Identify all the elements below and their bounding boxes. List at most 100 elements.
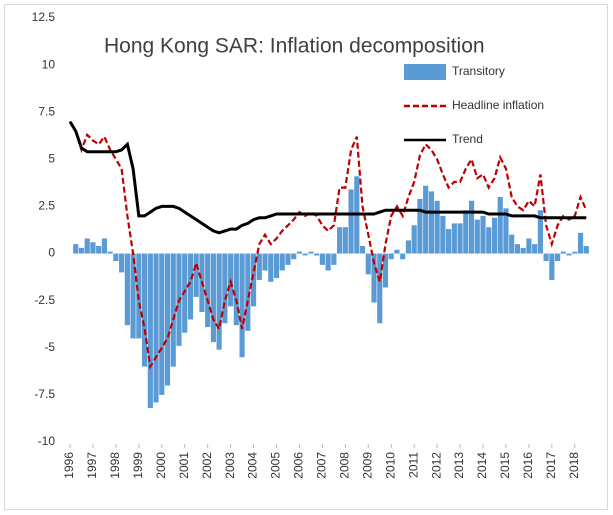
bar — [153, 253, 159, 403]
bar — [417, 198, 423, 254]
x-tick-label: 2000 — [154, 452, 168, 479]
chart-frame — [4, 4, 608, 510]
legend-label: Headline inflation — [452, 98, 544, 112]
bar — [170, 253, 176, 367]
x-tick-label: 2001 — [177, 452, 191, 479]
line-series — [68, 120, 587, 235]
y-tick-label: 0 — [48, 246, 55, 260]
bar — [342, 227, 348, 254]
bar — [337, 227, 343, 254]
bar — [405, 240, 412, 254]
x-tick-label: 2002 — [200, 452, 214, 479]
bar — [159, 253, 165, 395]
x-tick-label: 2007 — [315, 452, 329, 479]
bar — [468, 200, 475, 254]
bar — [107, 251, 113, 254]
x-tick-label: 2016 — [521, 452, 535, 479]
bar — [84, 238, 90, 254]
bar — [428, 191, 434, 254]
bar — [124, 253, 130, 326]
y-tick-label: 12.5 — [32, 10, 56, 24]
bar — [549, 253, 555, 280]
bar — [222, 253, 228, 324]
legend-label: Trend — [452, 132, 483, 146]
bar — [566, 253, 572, 256]
x-tick-label: 2011 — [406, 452, 420, 478]
y-tick-label: -10 — [38, 434, 56, 448]
bar — [119, 253, 125, 273]
bar — [273, 253, 280, 279]
legend-swatch — [404, 64, 446, 80]
bar — [78, 247, 85, 254]
bar — [359, 246, 366, 254]
bar — [555, 253, 561, 262]
bar — [245, 253, 251, 331]
bar — [205, 253, 211, 328]
bar — [377, 253, 383, 324]
bar — [141, 253, 148, 367]
bar — [90, 242, 96, 254]
bar — [308, 251, 314, 254]
bar — [113, 253, 119, 262]
bar — [509, 234, 515, 254]
bar — [577, 232, 584, 254]
bar — [193, 253, 199, 297]
bar — [520, 247, 526, 254]
y-tick-label: 7.5 — [38, 104, 55, 118]
y-tick-label: -7.5 — [34, 387, 55, 401]
x-tick-label: 1998 — [108, 452, 122, 479]
bar — [451, 223, 457, 254]
bar — [371, 253, 377, 303]
bar — [526, 238, 532, 254]
bar — [239, 253, 245, 358]
x-tick-label: 1996 — [62, 452, 76, 479]
bar — [101, 238, 107, 254]
x-tick-label: 2004 — [246, 452, 260, 479]
bar — [250, 253, 257, 307]
bar — [279, 253, 285, 271]
x-tick-label: 2014 — [475, 452, 489, 479]
y-tick-label: 5 — [48, 152, 55, 166]
y-tick-label: 2.5 — [38, 199, 55, 213]
bar — [164, 253, 171, 386]
bar — [434, 200, 440, 254]
bar — [560, 251, 566, 254]
bar — [486, 227, 492, 254]
bar — [491, 217, 498, 254]
bar — [96, 246, 102, 254]
line-series — [69, 121, 588, 370]
x-tick-label: 2009 — [360, 452, 374, 479]
bar — [388, 253, 394, 260]
bar — [537, 210, 543, 254]
bar — [319, 253, 325, 265]
bar — [268, 253, 274, 282]
x-tick-label: 2012 — [429, 452, 443, 479]
bar — [256, 253, 262, 280]
bar — [302, 253, 308, 256]
bar — [480, 215, 486, 254]
bar — [382, 253, 389, 288]
bar — [543, 253, 549, 262]
bar — [210, 253, 216, 343]
x-tick-label: 2010 — [383, 452, 397, 479]
bar — [411, 225, 417, 254]
bar — [325, 253, 331, 271]
bar — [440, 215, 446, 254]
bar — [503, 208, 509, 254]
bar — [532, 244, 538, 254]
bar — [423, 185, 429, 254]
x-tick-label: 2003 — [223, 452, 237, 479]
bar — [296, 251, 303, 254]
bar — [463, 210, 469, 254]
bar — [572, 251, 578, 254]
y-tick-label: 10 — [42, 57, 56, 71]
x-tick-label: 2005 — [269, 452, 283, 479]
bar — [314, 253, 320, 256]
x-tick-label: 2018 — [567, 452, 581, 479]
bar — [130, 253, 136, 339]
bar — [291, 253, 297, 260]
x-tick-label: 2006 — [292, 452, 306, 479]
bar — [147, 253, 153, 409]
bar — [514, 244, 521, 254]
